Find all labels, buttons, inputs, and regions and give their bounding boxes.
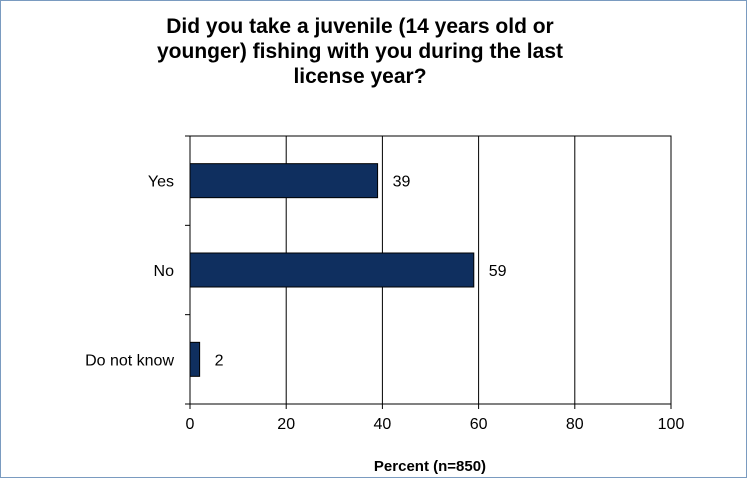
x-tick-label-100: 100 (658, 416, 685, 433)
bar-no (189, 252, 475, 288)
category-label-yes: Yes (148, 174, 174, 191)
bar-yes (189, 163, 379, 199)
category-label-no: No (154, 263, 175, 280)
x-tick-label-60: 60 (470, 416, 488, 433)
category-label-do-not-know: Do not know (85, 352, 174, 369)
labels: 0 20 40 60 80 100 Yes 39 No 59 Do not know 2 (85, 174, 684, 433)
x-tick-label-40: 40 (374, 416, 392, 433)
data-label-no: 59 (489, 263, 507, 280)
data-label-yes: 39 (393, 174, 411, 191)
x-tick-label-20: 20 (277, 416, 295, 433)
x-tick-label-80: 80 (566, 416, 584, 433)
chart-title: Did you take a juvenile (14 years old or… (157, 15, 563, 88)
axes (185, 135, 672, 409)
x-tick-label-0: 0 (186, 416, 195, 433)
data-label-do-not-know: 2 (215, 352, 224, 369)
x-axis-title: Percent (n=850) (374, 458, 486, 475)
bar-do-not-know (189, 341, 201, 377)
bars (189, 163, 475, 377)
